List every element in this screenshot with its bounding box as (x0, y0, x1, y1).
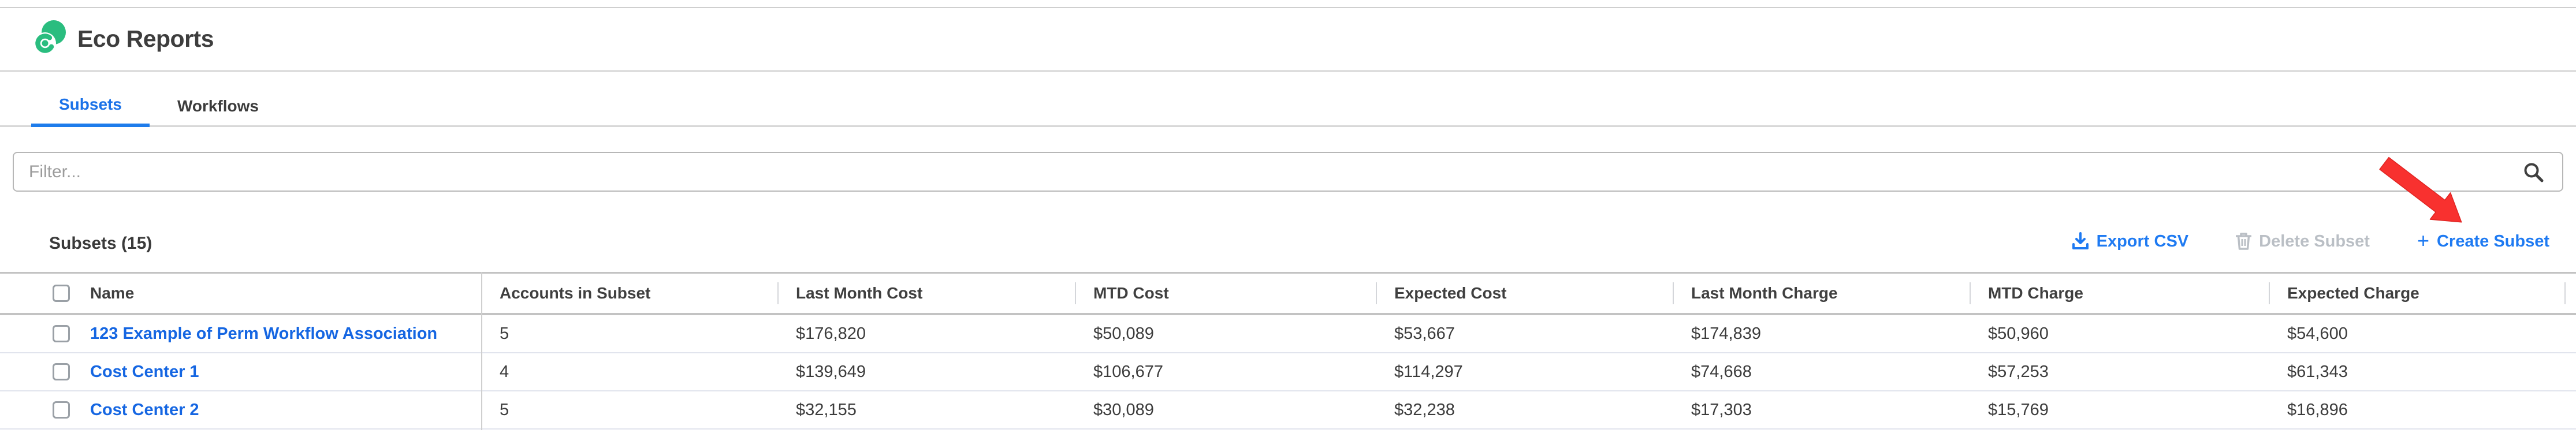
name-column-divider (481, 272, 482, 430)
column-header-mtd-charge: MTD Charge (1970, 274, 2269, 313)
accounts-cell: 4 (500, 362, 509, 381)
mtd-charge-cell: $50,960 (1988, 324, 2049, 343)
table-row: Cost Center 2 5 $32,155 $30,089 $32,238 … (0, 391, 2576, 430)
mtd-charge-cell: $57,253 (1988, 362, 2049, 381)
subset-name-link[interactable]: Cost Center 1 (90, 362, 199, 381)
tab-workflows[interactable]: Workflows (177, 97, 259, 115)
subsets-count-heading: Subsets (15) (49, 234, 152, 253)
window-top-border (0, 7, 2576, 8)
last-month-charge-cell: $17,303 (1691, 400, 1752, 419)
subsets-table: Name Accounts in Subset Last Month Cost … (0, 272, 2576, 430)
filter-bar (13, 152, 2563, 192)
trash-icon (2236, 233, 2252, 250)
select-all-checkbox[interactable] (53, 285, 70, 302)
mtd-charge-cell: $15,769 (1988, 400, 2049, 419)
create-subset-label: Create Subset (2436, 232, 2549, 251)
create-subset-button[interactable]: + Create Subset (2417, 229, 2549, 252)
mtd-cost-cell: $106,677 (1093, 362, 1163, 381)
column-header-expected-cost: Expected Cost (1376, 274, 1673, 313)
row-checkbox[interactable] (53, 401, 70, 419)
accounts-cell: 5 (500, 400, 509, 419)
eco-logo-icon (34, 20, 66, 54)
plus-icon: + (2417, 229, 2429, 252)
delete-subset-button[interactable]: Delete Subset (2236, 232, 2370, 251)
app-header: Eco Reports (33, 20, 214, 58)
table-row: 123 Example of Perm Workflow Association… (0, 315, 2576, 353)
table-row: Cost Center 1 4 $139,649 $106,677 $114,2… (0, 353, 2576, 391)
column-header-accounts: Accounts in Subset (500, 284, 651, 302)
column-header-last-month-charge: Last Month Charge (1673, 274, 1970, 313)
export-csv-button[interactable]: Export CSV (2072, 232, 2189, 251)
mtd-cost-cell: $50,089 (1093, 324, 1154, 343)
expected-charge-cell: $54,600 (2287, 324, 2348, 343)
last-month-cost-cell: $139,649 (796, 362, 866, 381)
expected-cost-cell: $53,667 (1394, 324, 1455, 343)
header-divider (0, 70, 2576, 72)
column-header-name: Name (0, 274, 481, 313)
expected-cost-cell: $114,297 (1394, 362, 1463, 381)
tab-bar: Subsets Workflows (0, 85, 2576, 127)
subset-name-link[interactable]: Cost Center 2 (90, 400, 199, 419)
expected-charge-cell: $16,896 (2287, 400, 2348, 419)
row-checkbox[interactable] (53, 363, 70, 380)
toolbar-actions: Export CSV Delete Subset + Create Subset (2072, 229, 2549, 252)
tab-subsets[interactable]: Subsets (31, 85, 150, 127)
page-title: Eco Reports (77, 25, 214, 52)
delete-subset-label: Delete Subset (2259, 232, 2370, 251)
table-header-row: Name Accounts in Subset Last Month Cost … (0, 272, 2576, 315)
row-checkbox[interactable] (53, 325, 70, 342)
expected-charge-cell: $61,343 (2287, 362, 2348, 381)
column-header-mtd-cost: MTD Cost (1075, 274, 1376, 313)
last-month-charge-cell: $74,668 (1691, 362, 1752, 381)
last-month-cost-cell: $32,155 (796, 400, 857, 419)
column-header-expected-charge: Expected Charge (2269, 274, 2566, 313)
last-month-charge-cell: $174,839 (1691, 324, 1761, 343)
accounts-cell: 5 (500, 324, 509, 343)
download-icon (2072, 232, 2089, 249)
column-header-last-month-cost: Last Month Cost (777, 274, 1075, 313)
name-cell: 123 Example of Perm Workflow Association (0, 315, 481, 352)
subset-name-link[interactable]: 123 Example of Perm Workflow Association (90, 324, 438, 343)
last-month-cost-cell: $176,820 (796, 324, 866, 343)
name-cell: Cost Center 2 (0, 391, 481, 428)
search-icon[interactable] (2523, 162, 2544, 182)
expected-cost-cell: $32,238 (1394, 400, 1455, 419)
name-cell: Cost Center 1 (0, 353, 481, 390)
mtd-cost-cell: $30,089 (1093, 400, 1154, 419)
filter-input[interactable] (13, 152, 2563, 192)
export-csv-label: Export CSV (2096, 232, 2189, 251)
